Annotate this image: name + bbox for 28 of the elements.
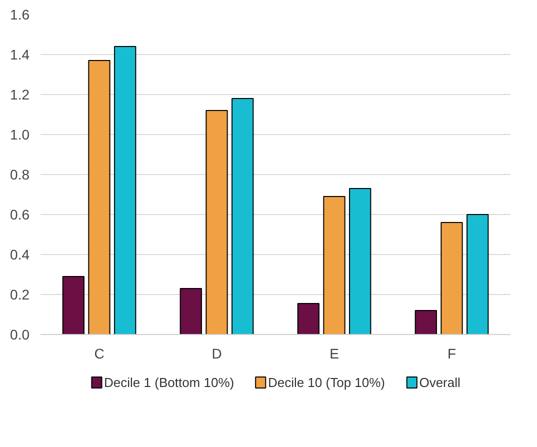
bar bbox=[114, 46, 136, 334]
y-tick-label: 1.0 bbox=[10, 126, 30, 142]
bar bbox=[297, 303, 320, 334]
legend-label: Overall bbox=[419, 375, 460, 390]
y-tick-label: 0.8 bbox=[10, 166, 30, 182]
bar bbox=[349, 188, 372, 334]
y-tick-label: 0.0 bbox=[10, 326, 30, 342]
y-tick-label: 0.4 bbox=[10, 246, 30, 262]
y-tick-label: 0.6 bbox=[10, 206, 30, 222]
y-tick-label: 0.2 bbox=[10, 286, 30, 302]
x-tick-label: F bbox=[447, 346, 456, 362]
y-tick-label: 1.2 bbox=[10, 86, 30, 102]
y-tick-label: 1.4 bbox=[10, 46, 30, 62]
y-tick-label: 1.6 bbox=[10, 6, 30, 22]
legend-label: Decile 1 (Bottom 10%) bbox=[104, 375, 234, 390]
bar bbox=[180, 288, 202, 334]
bar bbox=[323, 196, 346, 334]
bar bbox=[88, 60, 110, 334]
bar bbox=[466, 214, 489, 334]
bar bbox=[62, 276, 84, 334]
bar bbox=[232, 98, 254, 334]
x-tick-label: D bbox=[212, 346, 222, 362]
x-tick-label: E bbox=[330, 346, 339, 362]
legend-label: Decile 10 (Top 10%) bbox=[268, 375, 386, 390]
bar bbox=[414, 310, 437, 334]
x-tick-label: C bbox=[94, 346, 104, 362]
bar bbox=[440, 222, 463, 334]
bar bbox=[206, 110, 228, 334]
